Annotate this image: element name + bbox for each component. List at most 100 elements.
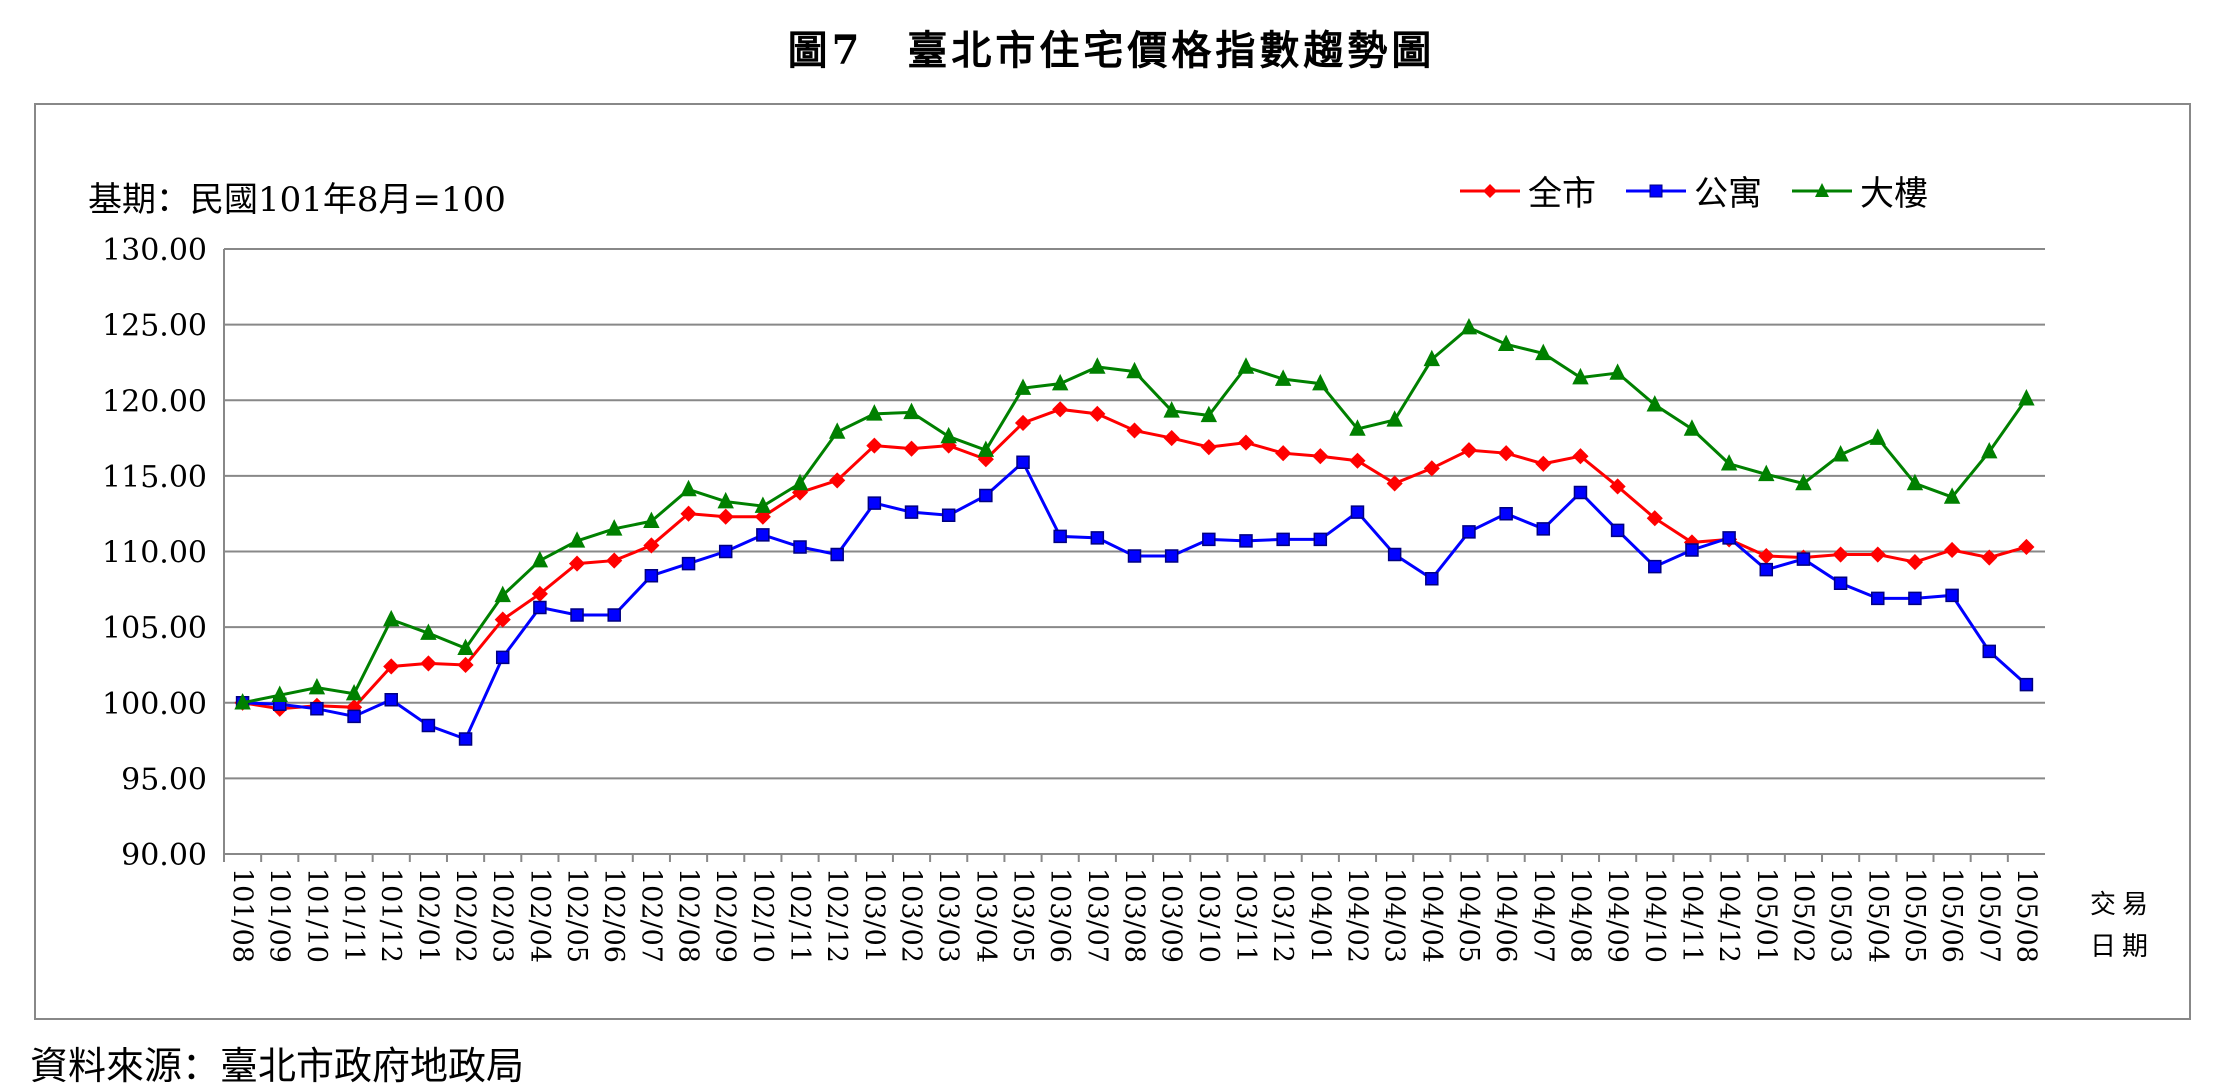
data-point [1499,506,1513,521]
data-point [1498,445,1515,462]
data-point [1759,562,1774,577]
data-point [457,656,474,673]
data-point [1572,448,1589,465]
data-point [1945,588,1959,603]
data-point [494,585,511,603]
x-tick-label: 102/03 [487,868,518,963]
data-point [1908,591,1922,606]
data-point [1460,442,1478,459]
data-point [1237,357,1255,374]
x-tick-label: 101/12 [375,868,406,963]
data-point [1869,428,1886,445]
data-point [1053,529,1067,544]
data-point [1981,549,1998,566]
data-point [1163,430,1180,447]
data-point [1051,373,1069,391]
data-point [717,491,734,509]
data-point [457,638,474,656]
data-point [1349,452,1366,469]
data-point [570,608,584,622]
x-tick-label: 102/09 [710,868,741,963]
data-point [643,537,660,554]
y-tick-label: 125.00 [102,309,207,344]
legend-item: 大樓 [1792,166,1928,215]
data-point [754,496,772,513]
data-point [756,528,770,542]
data-point [308,677,326,695]
data-point [383,609,400,627]
x-tick-label: 104/03 [1379,868,1410,963]
data-point [1349,419,1366,436]
data-point [1089,405,1106,422]
data-point [1646,395,1664,412]
data-point [717,508,734,525]
data-point [1276,532,1290,547]
x-tick-label: 102/11 [784,868,815,963]
x-tick-label: 105/01 [1750,868,1781,963]
x-tick-label: 103/02 [896,868,927,963]
legend: 全市 公寓 大樓 [1460,166,1928,215]
data-point [1646,510,1663,527]
x-tick-label: 102/07 [635,868,666,963]
data-point [1906,473,1924,491]
data-point [1386,410,1403,427]
data-point [2019,677,2034,692]
data-point [754,508,771,525]
data-point [1573,485,1588,500]
x-tick-label: 104/10 [1639,868,1670,963]
data-point [830,547,844,562]
data-point [1982,644,1997,659]
x-tick-label: 102/06 [598,868,629,963]
x-axis-label: 交易日期 [2090,890,2155,962]
data-point [866,404,883,421]
y-tick-label: 90.00 [121,838,207,873]
x-tick-label: 104/09 [1602,868,1633,963]
data-point [979,488,993,503]
data-point [681,556,696,571]
y-tick-label: 120.00 [102,384,207,419]
x-tick-label: 105/04 [1862,868,1893,963]
data-point [1014,414,1032,431]
data-point [1609,363,1626,380]
x-tick-label: 104/07 [1527,868,1558,963]
data-point [1943,487,1961,504]
data-point [1164,549,1179,563]
data-point [904,505,919,519]
x-tick-label: 101/10 [301,868,332,963]
source-note: 資料來源：臺北市政府地政局 [30,1044,525,1088]
data-point [1014,378,1032,395]
legend-label: 全市 [1528,174,1596,214]
data-point [420,655,437,672]
data-point [1869,546,1886,563]
x-tick-label: 103/09 [1156,868,1187,963]
data-point [607,608,621,622]
data-point [494,611,511,628]
x-tick-label: 102/05 [561,868,592,963]
data-point [1462,525,1476,539]
data-point [1758,464,1775,482]
legend-item: 全市 [1460,166,1596,215]
data-point [1685,543,1699,557]
data-point [1386,475,1403,492]
data-point [531,550,549,568]
data-point [606,552,623,569]
x-tick-label: 104/01 [1304,868,1335,963]
chart-frame [34,103,2191,1020]
data-point [977,440,995,457]
data-point [1572,367,1589,385]
y-tick-label: 130.00 [102,233,207,268]
legend-swatch-icon [1460,183,1520,198]
data-point [1535,343,1552,361]
data-point [1944,541,1961,559]
x-tick-label: 104/04 [1416,868,1447,963]
data-point [1871,591,1885,606]
data-point [2018,389,2035,406]
x-tick-label: 103/12 [1267,868,1298,963]
data-point [533,600,547,615]
x-tick-label: 104/05 [1453,868,1484,963]
data-point [1832,445,1849,462]
data-point [1200,405,1218,423]
data-point [310,702,324,716]
data-point [903,402,920,420]
data-point [680,479,697,497]
